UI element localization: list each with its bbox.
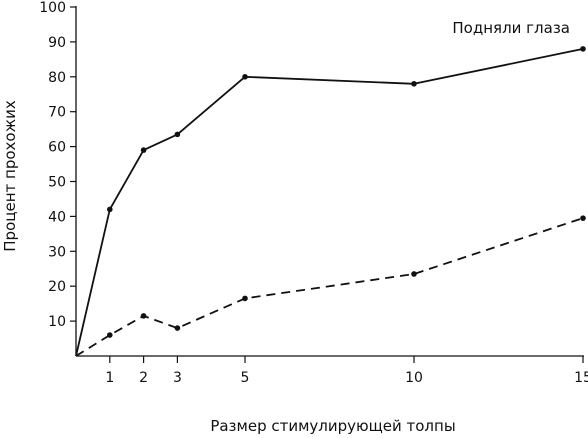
x-ticks: 1 2 3 5 10 15 — [105, 356, 588, 386]
data-point — [411, 80, 417, 87]
y-tick-label: 70 — [48, 105, 66, 121]
data-point — [107, 332, 113, 338]
y-tick-label: 60 — [48, 140, 66, 156]
x-tick-label: 5 — [241, 370, 250, 386]
x-axis: 1 2 3 5 10 15 — [76, 355, 588, 386]
data-point — [174, 325, 181, 331]
x-axis-label: Размер стимулирующей толпы — [210, 417, 455, 435]
series-label-raised-eyes: Подняли глаза — [452, 19, 570, 37]
x-tick-label: 1 — [105, 370, 114, 386]
series-line-1 — [75, 217, 584, 357]
x-tick-label: 15 — [574, 370, 588, 386]
y-tick-label: 50 — [48, 175, 66, 191]
y-ticks: 10 20 30 40 50 60 70 80 90 100 — [39, 0, 76, 330]
data-point — [411, 271, 417, 277]
data-point — [580, 46, 586, 52]
series-layer — [75, 46, 586, 357]
data-point — [140, 147, 147, 153]
data-point — [140, 313, 147, 319]
y-axis-label: Процент прохожих — [1, 100, 19, 252]
series-line-0 — [75, 48, 584, 357]
y-tick-label: 100 — [39, 0, 66, 16]
y-tick-label: 20 — [48, 279, 66, 295]
series-0 — [75, 46, 586, 357]
data-point — [580, 215, 586, 221]
y-tick-label: 90 — [48, 35, 66, 51]
x-tick-label: 2 — [139, 370, 148, 386]
y-tick-label: 80 — [48, 70, 66, 86]
y-tick-label: 30 — [48, 244, 66, 260]
y-axis: 10 20 30 40 50 60 70 80 90 100 — [39, 0, 77, 356]
data-point — [242, 74, 248, 80]
y-tick-label: 40 — [48, 209, 66, 225]
data-point — [242, 295, 248, 302]
series-1 — [75, 215, 586, 357]
x-tick-label: 10 — [405, 370, 423, 386]
x-tick-label: 3 — [173, 370, 182, 386]
y-tick-label: 10 — [48, 314, 66, 330]
data-point — [174, 131, 181, 138]
data-point — [107, 206, 113, 213]
